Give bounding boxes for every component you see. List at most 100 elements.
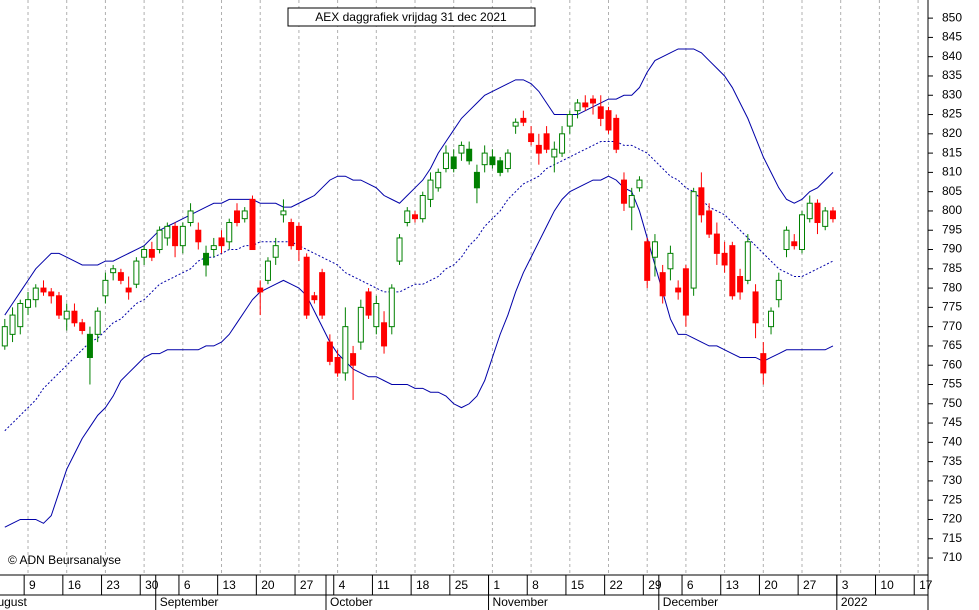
candle-body: [148, 249, 155, 258]
candle-body: [264, 260, 271, 281]
month-label: October: [330, 595, 373, 609]
candles-layer: [1, 95, 836, 400]
candle-body: [590, 98, 597, 104]
candle-body: [102, 279, 109, 297]
candle-body: [133, 260, 140, 285]
x-axis-layer: 9 16 23 30 6 13 20 27 4 11 18 25 1 8 15 22 29 6 13 20 27 3 10 1…: [0, 575, 933, 610]
y-tick-label: 730: [942, 473, 962, 487]
candle-body: [427, 179, 434, 200]
y-tick-label: 740: [942, 435, 962, 449]
candle-body: [504, 152, 511, 170]
x-tick-label: 15: [571, 578, 585, 592]
candle-body: [497, 160, 504, 173]
candle-body: [729, 245, 736, 297]
y-tick-label: 820: [942, 126, 962, 140]
candle-body: [744, 241, 751, 281]
x-tick-label: 8: [532, 578, 539, 592]
candle-body: [94, 310, 101, 335]
candle-body: [806, 202, 813, 220]
candle-body: [768, 310, 775, 328]
candle-body: [311, 295, 318, 301]
candle-body: [798, 214, 805, 251]
candle-body: [1, 326, 8, 347]
x-tick-label: 4: [339, 578, 346, 592]
y-tick-label: 770: [942, 319, 962, 333]
candle-body: [303, 256, 310, 316]
candle-body: [574, 102, 581, 112]
y-tick-label: 850: [942, 10, 962, 24]
y-tick-label: 800: [942, 203, 962, 217]
candle-body: [187, 210, 194, 224]
candle-body: [566, 114, 573, 127]
candle-body: [288, 222, 295, 247]
candle-body: [125, 287, 132, 293]
x-tick-label: 30: [145, 578, 159, 592]
candle-body: [257, 287, 264, 293]
candle-body: [512, 121, 519, 127]
candle-body: [226, 222, 233, 243]
candle-body: [203, 252, 210, 266]
candle-body: [628, 195, 635, 208]
candle-body: [319, 272, 326, 316]
x-tick-label: 20: [764, 578, 778, 592]
month-label: November: [493, 595, 548, 609]
candle-body: [775, 279, 782, 301]
candle-body: [110, 268, 117, 274]
candle-body: [667, 252, 674, 270]
candle-body: [249, 198, 256, 251]
candle-body: [280, 210, 287, 216]
y-tick-label: 765: [942, 338, 962, 352]
y-tick-label: 795: [942, 222, 962, 236]
month-label: 2022: [841, 595, 868, 609]
y-tick-label: 790: [942, 242, 962, 256]
month-label: September: [160, 595, 219, 609]
y-tick-label: 710: [942, 550, 962, 564]
x-tick-label: 16: [68, 578, 82, 592]
candle-body: [690, 191, 697, 289]
candle-body: [636, 179, 643, 189]
candle-body: [365, 291, 372, 316]
candle-body: [543, 133, 550, 150]
candle-body: [388, 287, 395, 328]
y-tick-label: 830: [942, 87, 962, 101]
candle-body: [442, 152, 449, 170]
candle-body: [156, 229, 163, 251]
credit: © ADN Beursanalyse: [8, 553, 121, 567]
x-tick-label: 22: [610, 578, 624, 592]
candle-body: [721, 252, 728, 266]
y-tick-label: 755: [942, 377, 962, 391]
x-tick-label: 3: [842, 578, 849, 592]
candle-body: [559, 133, 566, 154]
candle-body: [210, 245, 217, 251]
candle-body: [597, 106, 604, 119]
candle-body: [17, 303, 24, 328]
candle-body: [613, 117, 620, 150]
y-tick-label: 815: [942, 145, 962, 159]
candle-body: [783, 229, 790, 251]
candle-body: [644, 241, 651, 281]
candle-body: [295, 225, 302, 251]
candle-body: [55, 295, 62, 316]
candle-body: [489, 156, 496, 166]
x-tick-label: 27: [300, 578, 314, 592]
x-tick-label: 6: [184, 578, 191, 592]
month-label: August: [0, 595, 27, 609]
candle-body: [9, 314, 16, 335]
candle-body: [535, 144, 542, 154]
candle-body: [79, 322, 86, 331]
candle-body: [381, 322, 388, 347]
y-tick-label: 745: [942, 415, 962, 429]
y-tick-label: 810: [942, 165, 962, 179]
candle-body: [706, 210, 713, 235]
candle-body: [473, 171, 480, 189]
y-tick-label: 760: [942, 357, 962, 371]
candle-body: [326, 341, 333, 362]
candle-body: [40, 287, 47, 293]
band-line: [4, 48, 834, 316]
candle-body: [520, 117, 527, 123]
candle-body: [760, 353, 767, 374]
y-tick-label: 715: [942, 531, 962, 545]
candle-body: [659, 272, 666, 297]
y-tick-label: 845: [942, 30, 962, 44]
